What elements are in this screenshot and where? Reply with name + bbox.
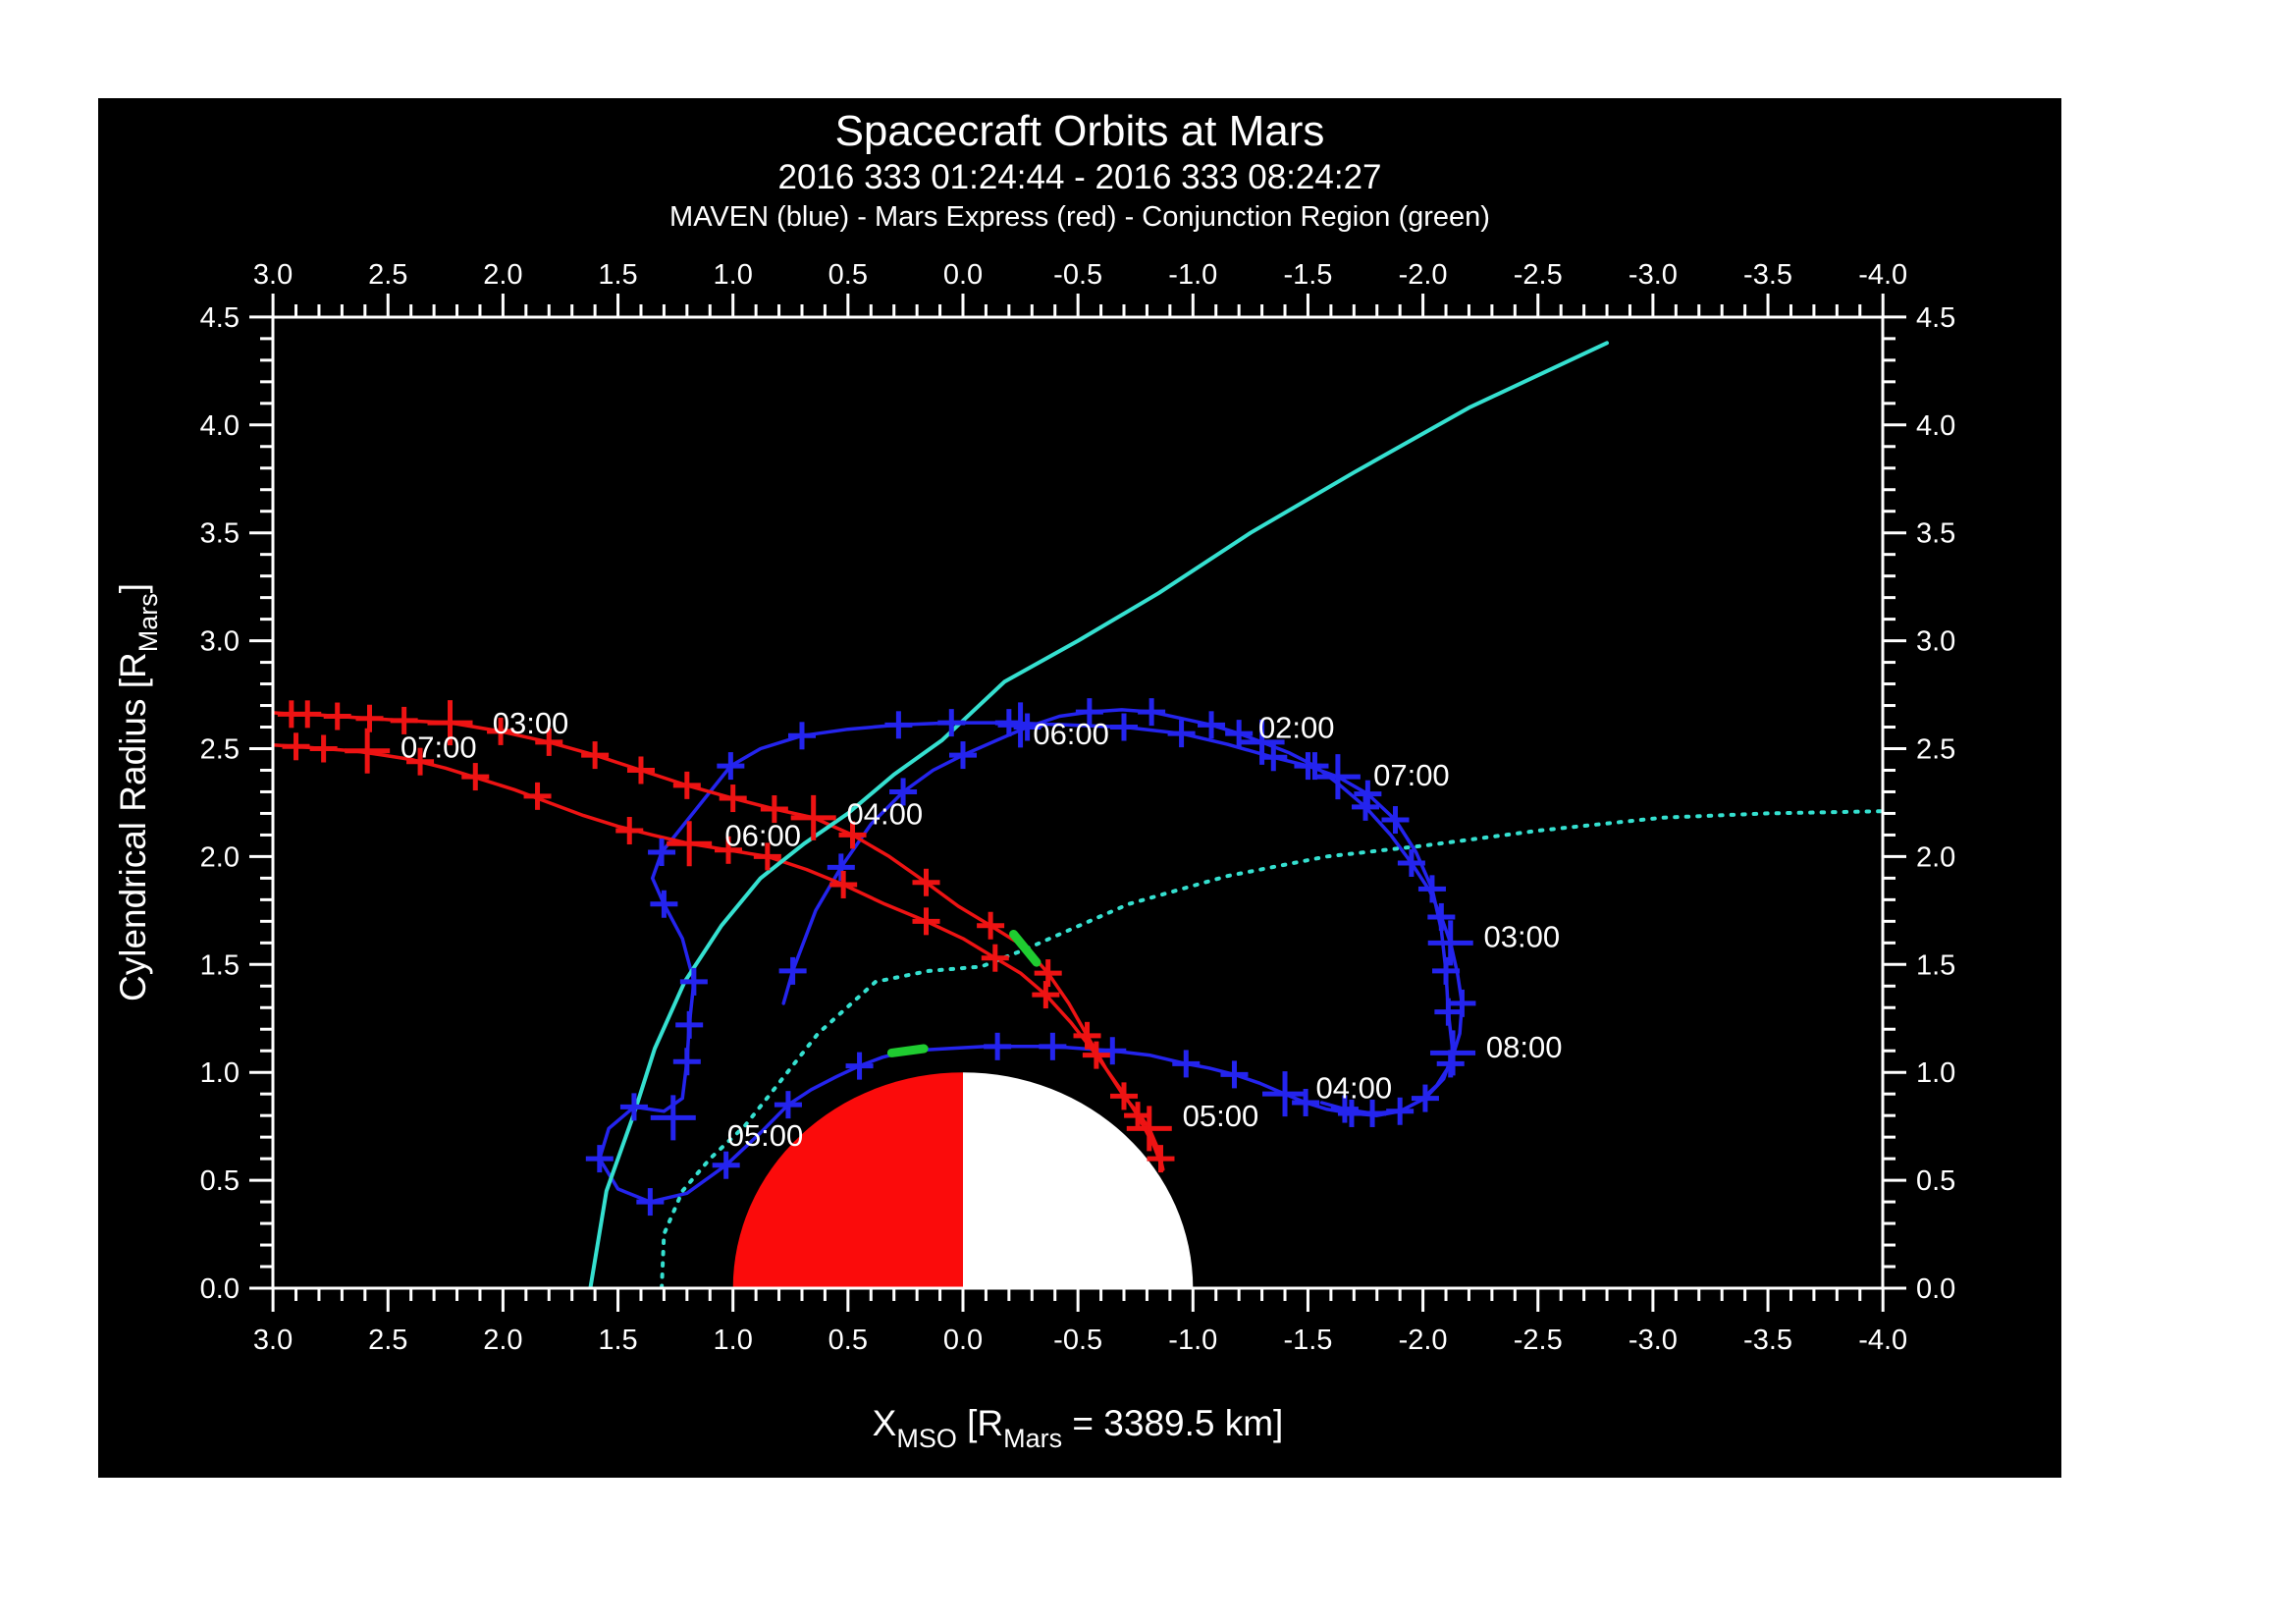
x-axis-tick-label-top: -4.0 xyxy=(1858,259,1907,291)
y-axis-tick-label-left: 4.0 xyxy=(200,410,240,442)
figure-title: Spacecraft Orbits at Mars xyxy=(835,107,1325,155)
y-axis-tick-label-right: 2.5 xyxy=(1916,734,1955,766)
mars-express-time-label: 05:00 xyxy=(1183,1099,1259,1133)
x-axis-title: XMSO [RMars = 3389.5 km] xyxy=(873,1403,1284,1453)
y-axis-tick-label-left: 1.5 xyxy=(200,949,240,981)
x-axis-tick-label-top: -1.5 xyxy=(1283,259,1332,291)
y-axis-tick-label-right: 1.0 xyxy=(1916,1057,1955,1089)
x-axis-tick-label-top: -0.5 xyxy=(1053,259,1102,291)
maven-time-label: 08:00 xyxy=(1486,1030,1563,1064)
x-axis-tick-label-top: 1.0 xyxy=(714,259,753,291)
y-axis-tick-label-right: 3.0 xyxy=(1916,626,1955,658)
axes-layer: 3.0 3.0 2.5 2.5 2.0 2.0 1.5 1.5 1.0 1.0 0.5 0.5 0.0 0… xyxy=(200,259,1956,1356)
plot-frame xyxy=(271,315,1885,1290)
x-axis-tick-label-bottom: 0.5 xyxy=(828,1325,868,1356)
mars-nightside-half xyxy=(963,1072,1194,1288)
mars-express-time-label: 04:00 xyxy=(847,796,924,831)
x-axis-tick-label-top: 2.5 xyxy=(368,259,407,291)
x-axis-tick-label-bottom: -2.0 xyxy=(1399,1325,1448,1356)
time-labels-layer: 02:00 03:00 04:00 05:00 06:00 07:00 08:00 03:00… xyxy=(400,706,1562,1153)
y-axis-tick-label-left: 3.5 xyxy=(200,518,240,550)
y-axis-tick-label-left: 2.0 xyxy=(200,841,240,873)
orbit-tick-marks-layer xyxy=(277,698,1476,1217)
x-axis-tick-label-bottom: -2.5 xyxy=(1514,1325,1563,1356)
x-axis-tick-label-bottom: 2.5 xyxy=(368,1325,407,1356)
x-axis-tick-label-bottom: 0.0 xyxy=(943,1325,983,1356)
y-axis-title: Cylendrical Radius [RMars] xyxy=(113,583,163,1001)
y-axis-tick-label-right: 3.5 xyxy=(1916,518,1955,550)
y-axis-tick-label-right: 4.0 xyxy=(1916,410,1955,442)
x-axis-tick-label-bottom: 2.0 xyxy=(483,1325,522,1356)
y-axis-tick-label-right: 0.0 xyxy=(1916,1273,1955,1305)
x-axis-tick-label-top: 2.0 xyxy=(483,259,522,291)
x-axis-tick-label-bottom: -1.5 xyxy=(1283,1325,1332,1356)
y-axis-tick-label-left: 4.5 xyxy=(200,302,240,334)
x-axis-tick-label-bottom: -3.0 xyxy=(1629,1325,1678,1356)
x-axis-tick-label-top: -3.0 xyxy=(1629,259,1678,291)
maven-time-label: 07:00 xyxy=(1373,758,1450,792)
conjunction-region-mark xyxy=(1009,930,1041,967)
y-axis-tick-label-right: 2.0 xyxy=(1916,841,1955,873)
mars-express-time-label: 07:00 xyxy=(400,730,477,764)
figure-subtitle: 2016 333 01:24:44 - 2016 333 08:24:27 xyxy=(778,158,1382,196)
y-axis-tick-label-left: 3.0 xyxy=(200,626,240,658)
x-axis-tick-label-bottom: -4.0 xyxy=(1858,1325,1907,1356)
x-axis-tick-label-bottom: 1.5 xyxy=(598,1325,637,1356)
x-axis-tick-label-top: 0.5 xyxy=(828,259,868,291)
y-axis-tick-label-left: 0.5 xyxy=(200,1165,240,1197)
y-axis-tick-label-right: 4.5 xyxy=(1916,302,1955,334)
maven-time-label: 04:00 xyxy=(1316,1071,1393,1106)
x-axis-tick-label-bottom: 1.0 xyxy=(714,1325,753,1356)
y-axis-tick-label-right: 1.5 xyxy=(1916,949,1955,981)
mars-dayside-half xyxy=(732,1072,963,1288)
y-axis-tick-label-right: 0.5 xyxy=(1916,1165,1955,1197)
mars-express-time-label: 03:00 xyxy=(493,706,569,740)
x-axis-tick-label-top: -2.5 xyxy=(1514,259,1563,291)
bow-shock-path xyxy=(588,341,1609,1288)
x-axis-tick-label-bottom: -0.5 xyxy=(1053,1325,1102,1356)
y-axis-tick-label-left: 0.0 xyxy=(200,1273,240,1305)
x-axis-tick-label-top: -2.0 xyxy=(1399,259,1448,291)
x-axis-tick-label-top: 1.5 xyxy=(598,259,637,291)
maven-time-label: 02:00 xyxy=(1258,711,1335,745)
x-axis-tick-label-top: -1.0 xyxy=(1168,259,1217,291)
mars-express-time-label: 06:00 xyxy=(724,818,801,852)
y-axis-tick-label-left: 2.5 xyxy=(200,734,240,766)
x-axis-tick-label-top: 0.0 xyxy=(943,259,983,291)
x-axis-tick-label-bottom: -1.0 xyxy=(1168,1325,1217,1356)
maven-time-label: 03:00 xyxy=(1484,920,1561,954)
y-axis-tick-label-left: 1.0 xyxy=(200,1057,240,1089)
x-axis-tick-label-bottom: -3.5 xyxy=(1743,1325,1792,1356)
figure-legend: MAVEN (blue) - Mars Express (red) - Conj… xyxy=(669,201,1490,233)
maven-time-label: 06:00 xyxy=(1033,717,1109,751)
x-axis-tick-label-top: -3.5 xyxy=(1743,259,1792,291)
maven-time-label: 05:00 xyxy=(727,1118,804,1153)
x-axis-tick-label-top: 3.0 xyxy=(253,259,293,291)
x-axis-tick-label-bottom: 3.0 xyxy=(253,1325,293,1356)
conjunction-region-mark xyxy=(886,1044,929,1057)
